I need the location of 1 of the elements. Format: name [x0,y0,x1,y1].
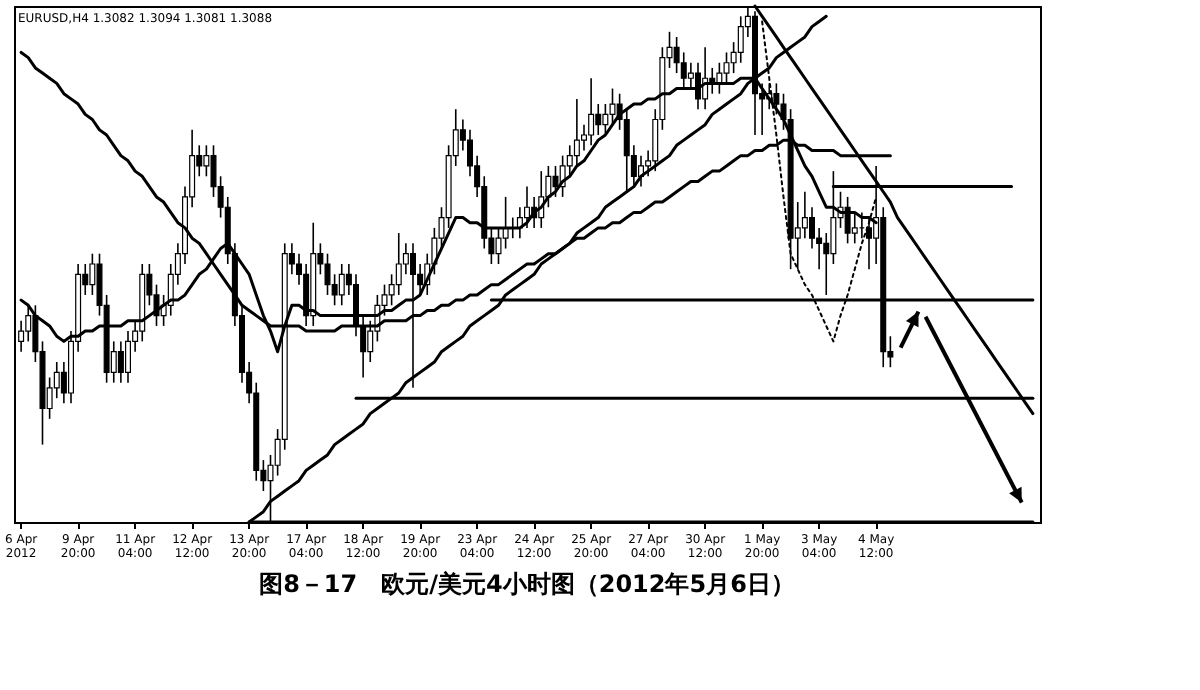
text: 图8－17 欧元/美元4小时图（2012年5月6日） [259,570,795,598]
